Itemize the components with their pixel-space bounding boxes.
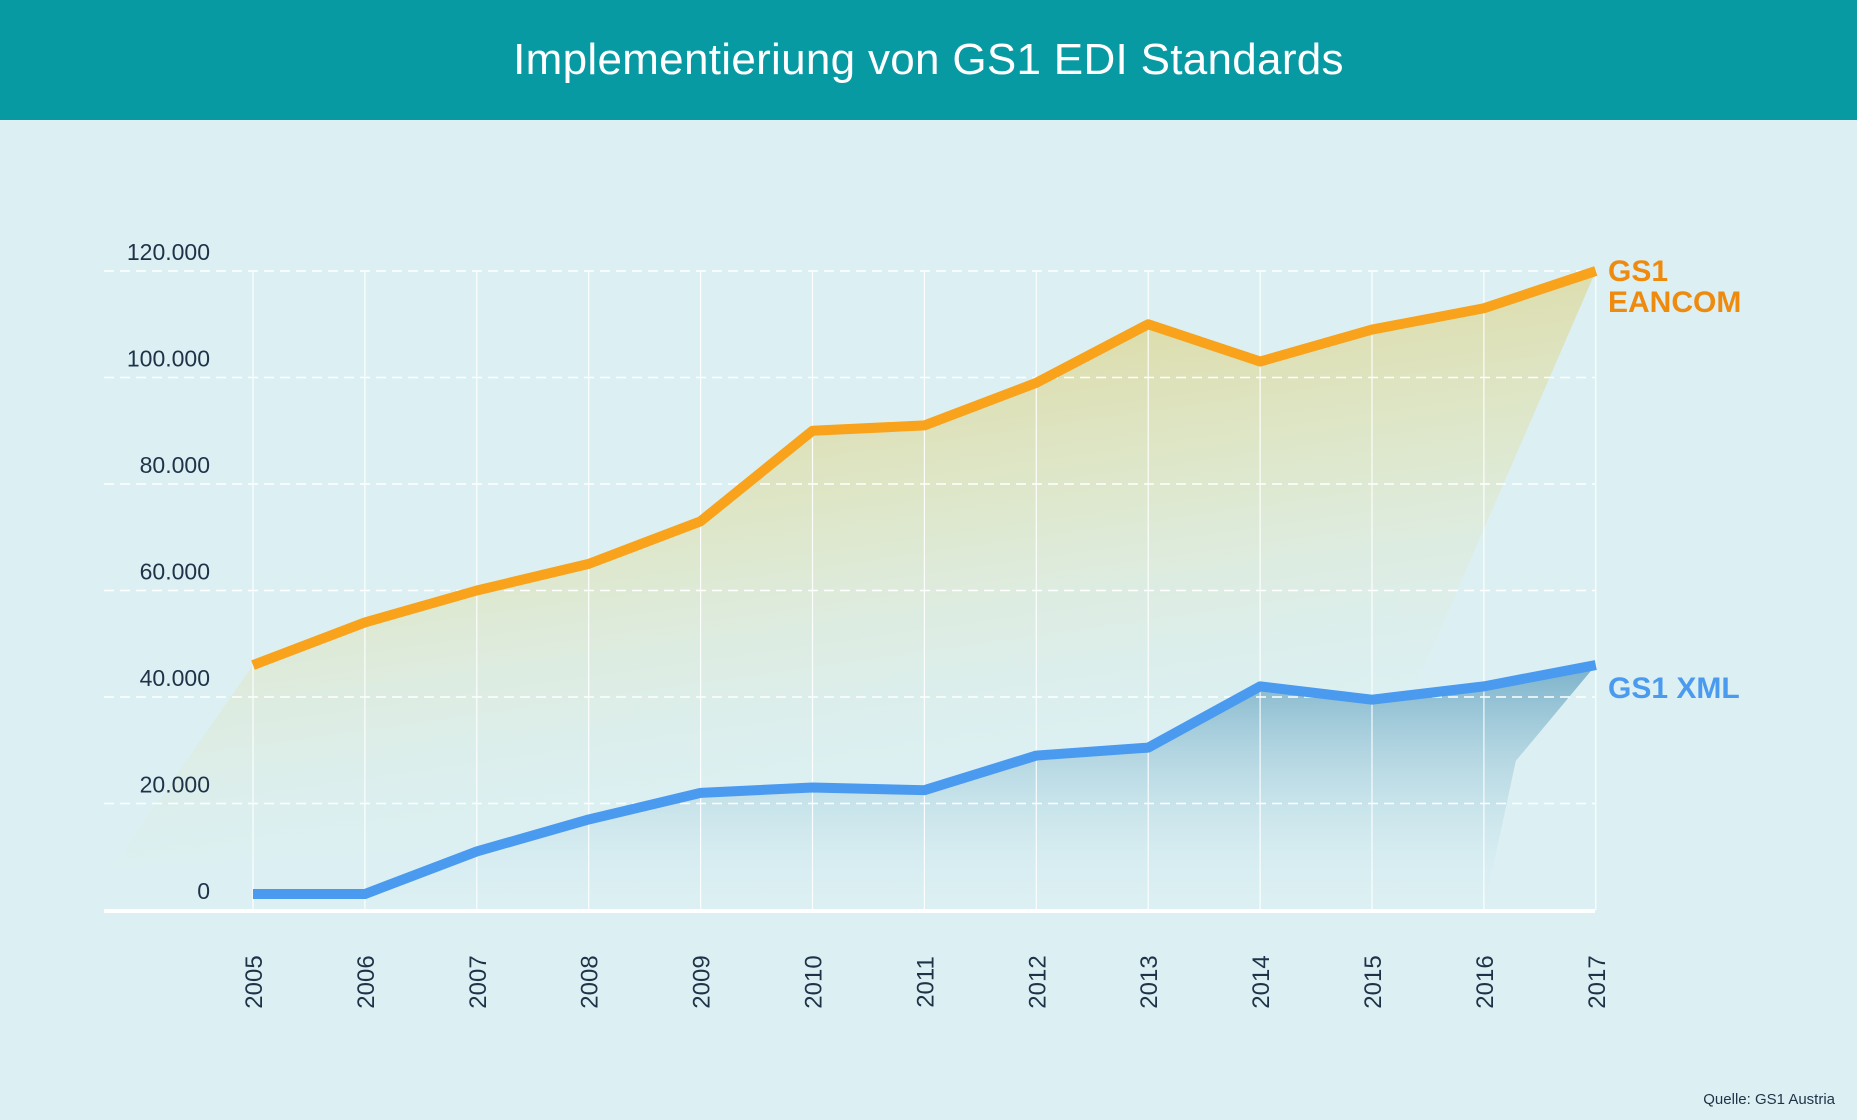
x-tick-label: 2017 (1584, 955, 1611, 1008)
header-bar: Implementieriung von GS1 EDI Standards (0, 0, 1857, 120)
x-tick-label: 2005 (241, 955, 268, 1008)
x-tick-label: 2007 (465, 955, 492, 1008)
y-tick-label: 60.000 (140, 559, 210, 585)
x-tick-label: 2011 (912, 956, 939, 1008)
x-tick-label: 2008 (577, 955, 604, 1008)
eancom-series-line (251, 266, 1598, 670)
x-tick-label: 2013 (1136, 955, 1163, 1008)
x-tick-label: 2014 (1248, 955, 1275, 1008)
xml-series-line (253, 660, 1597, 900)
x-tick-label: 2016 (1472, 955, 1499, 1008)
source-note: Quelle: GS1 Austria (1703, 1091, 1835, 1108)
x-tick-label: 2015 (1360, 955, 1387, 1008)
y-tick-label: 20.000 (140, 772, 210, 798)
eancom-series-label: GS1 (1608, 255, 1668, 288)
y-tick-label: 40.000 (140, 665, 210, 691)
xml-area (238, 665, 1596, 910)
eancom-series-label: EANCOM (1608, 286, 1741, 319)
x-tick-label: 2006 (353, 955, 380, 1008)
xml-series-label: GS1 XML (1608, 672, 1740, 705)
x-tick-label: 2009 (689, 955, 716, 1008)
y-tick-label: 100.000 (127, 346, 210, 372)
x-tick-label: 2012 (1024, 955, 1051, 1008)
y-tick-label: 0 (197, 878, 210, 904)
chart-title: Implementieriung von GS1 EDI Standards (513, 35, 1344, 84)
y-tick-label: 120.000 (127, 239, 210, 265)
y-tick-label: 80.000 (140, 452, 210, 478)
x-tick-label: 2010 (801, 955, 828, 1008)
